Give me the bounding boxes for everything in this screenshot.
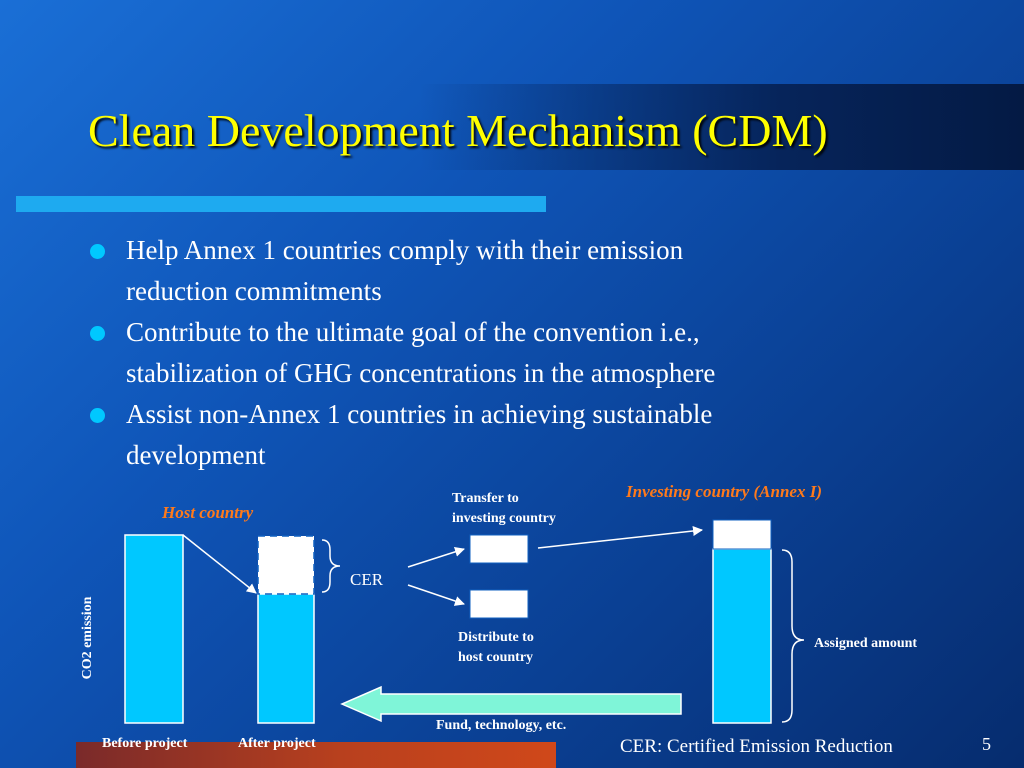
bullet-item: Contribute to the ultimate goal of the c… bbox=[88, 312, 928, 394]
to-investing-arrow bbox=[537, 526, 703, 549]
transfer-label-line2: investing country bbox=[452, 511, 556, 526]
footnote: CER: Certified Emission Reduction bbox=[620, 736, 893, 757]
received-cer-box bbox=[712, 519, 772, 550]
bullet-dot-icon bbox=[90, 244, 105, 259]
host-country-label: Host country bbox=[162, 503, 254, 522]
bullet-list: Help Annex 1 countries comply with their… bbox=[88, 230, 928, 476]
accent-bar bbox=[16, 196, 546, 212]
fund-label: Fund, technology, etc. bbox=[436, 718, 567, 733]
after-project-bar bbox=[257, 593, 315, 724]
cer-label: CER bbox=[350, 570, 384, 589]
cer-distribute-arrow bbox=[407, 584, 465, 606]
bullet-item: Assist non-Annex 1 countries in achievin… bbox=[88, 394, 928, 476]
bullet-line: stabilization of GHG concentrations in t… bbox=[126, 358, 716, 388]
bullet-dot-icon bbox=[90, 326, 105, 341]
cer-transfer-arrow bbox=[407, 546, 465, 568]
fund-arrow bbox=[340, 685, 682, 723]
y-axis-label: CO2 emission bbox=[80, 596, 95, 680]
assigned-amount-brace bbox=[781, 549, 805, 723]
bullet-line: Assist non-Annex 1 countries in achievin… bbox=[126, 399, 713, 429]
bullet-line: reduction commitments bbox=[126, 276, 382, 306]
title-band bbox=[420, 84, 1024, 170]
before-project-bar bbox=[124, 534, 184, 724]
reduction-arrow bbox=[182, 534, 257, 594]
after-project-label: After project bbox=[238, 736, 316, 751]
bullet-item: Help Annex 1 countries comply with their… bbox=[88, 230, 928, 312]
transfer-box bbox=[469, 534, 529, 564]
slide-title: Clean Development Mechanism (CDM) bbox=[88, 105, 828, 156]
emission-reduction-box bbox=[257, 535, 315, 595]
bullet-line: development bbox=[126, 440, 266, 470]
bullet-dot-icon bbox=[90, 408, 105, 423]
distribute-box bbox=[469, 589, 529, 619]
cer-brace bbox=[321, 539, 341, 593]
investing-country-label: Investing country (Annex I) bbox=[626, 482, 822, 501]
before-project-label: Before project bbox=[102, 736, 188, 751]
bullet-line: Help Annex 1 countries comply with their… bbox=[126, 235, 684, 265]
transfer-label-line1: Transfer to bbox=[452, 491, 519, 506]
distribute-label-line2: host country bbox=[458, 650, 534, 665]
assigned-amount-label: Assigned amount bbox=[814, 636, 918, 651]
footer-band bbox=[76, 742, 556, 768]
investing-country-bar bbox=[712, 548, 772, 724]
bullet-line: Contribute to the ultimate goal of the c… bbox=[126, 317, 700, 347]
page-number: 5 bbox=[982, 734, 991, 754]
distribute-label-line1: Distribute to bbox=[458, 630, 534, 645]
